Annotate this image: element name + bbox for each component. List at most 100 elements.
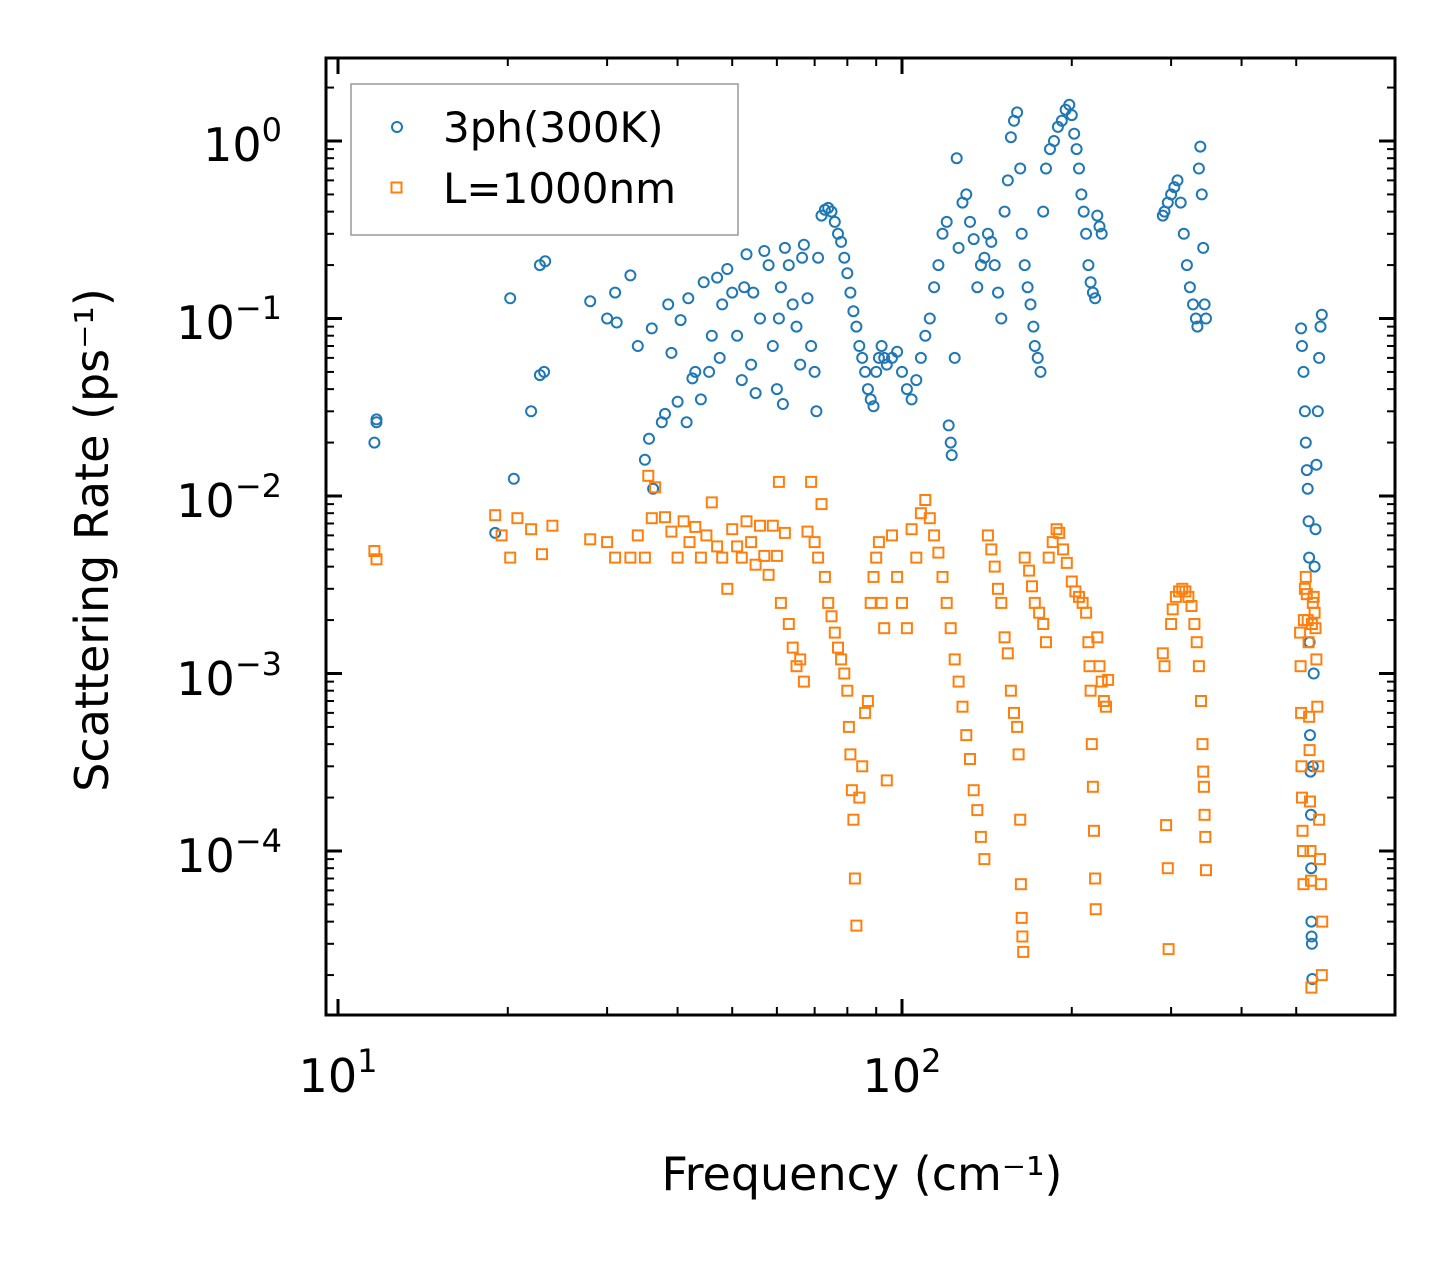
data-point bbox=[1080, 227, 1093, 240]
data-point bbox=[859, 365, 872, 378]
data-point bbox=[1305, 862, 1318, 875]
data-point bbox=[948, 653, 961, 666]
data-point bbox=[1095, 227, 1108, 240]
data-point bbox=[856, 760, 869, 773]
data-point bbox=[584, 533, 597, 546]
data-point bbox=[758, 549, 771, 562]
data-point bbox=[1156, 647, 1169, 660]
data-point bbox=[1297, 878, 1310, 891]
data-point bbox=[1088, 824, 1100, 837]
data-point bbox=[694, 393, 707, 406]
data-point bbox=[774, 596, 787, 609]
data-point bbox=[1296, 791, 1308, 804]
data-point bbox=[1192, 660, 1205, 673]
data-point bbox=[796, 251, 809, 264]
data-point bbox=[875, 596, 888, 609]
data-point bbox=[810, 405, 823, 418]
data-point bbox=[923, 512, 936, 525]
data-point bbox=[1198, 298, 1211, 311]
data-point bbox=[835, 653, 848, 666]
data-point bbox=[1305, 930, 1318, 943]
data-point bbox=[944, 622, 957, 635]
data-point bbox=[538, 365, 551, 378]
data-point bbox=[1307, 590, 1320, 603]
data-point bbox=[731, 540, 744, 553]
data-point bbox=[1301, 482, 1314, 495]
data-point bbox=[645, 322, 658, 335]
data-point bbox=[726, 523, 739, 536]
data-point bbox=[745, 536, 758, 549]
data-point bbox=[856, 351, 869, 364]
data-point bbox=[1016, 930, 1029, 943]
data-point bbox=[1314, 320, 1327, 333]
data-point bbox=[1180, 259, 1193, 272]
data-point bbox=[1302, 515, 1315, 528]
data-point bbox=[1040, 162, 1052, 175]
data-point bbox=[1024, 298, 1037, 311]
data-point bbox=[828, 215, 841, 228]
data-point bbox=[758, 245, 771, 257]
data-point bbox=[1050, 523, 1063, 536]
data-point bbox=[1200, 864, 1212, 877]
data-point bbox=[1093, 220, 1106, 233]
series-l1000nm bbox=[368, 469, 1329, 994]
data-point bbox=[1053, 526, 1066, 539]
data-point bbox=[662, 298, 675, 311]
data-point bbox=[1298, 405, 1311, 418]
data-point bbox=[910, 374, 923, 387]
data-point bbox=[772, 475, 785, 488]
data-point bbox=[680, 416, 693, 429]
data-point bbox=[794, 653, 807, 666]
data-point bbox=[1309, 622, 1322, 635]
data-point bbox=[1026, 580, 1038, 593]
data-point bbox=[1095, 675, 1108, 688]
data-point bbox=[896, 365, 908, 378]
data-point bbox=[964, 753, 976, 765]
data-point bbox=[822, 596, 835, 609]
data-point bbox=[967, 784, 980, 797]
data-point bbox=[1055, 114, 1068, 127]
data-point bbox=[489, 526, 502, 539]
data-point bbox=[1037, 618, 1050, 630]
data-point bbox=[1190, 636, 1203, 649]
data-point bbox=[896, 596, 908, 609]
data-point bbox=[998, 631, 1011, 644]
data-point bbox=[1065, 109, 1078, 122]
data-point bbox=[770, 549, 783, 562]
data-point bbox=[905, 393, 918, 406]
data-point bbox=[1082, 259, 1095, 272]
data-point bbox=[998, 205, 1011, 218]
data-point bbox=[1200, 312, 1212, 325]
data-point bbox=[1160, 819, 1173, 832]
data-point bbox=[1037, 205, 1050, 218]
data-point bbox=[992, 582, 1004, 595]
data-point bbox=[1310, 458, 1323, 471]
data-point bbox=[867, 400, 880, 413]
data-point bbox=[1314, 878, 1327, 891]
data-point bbox=[1195, 695, 1207, 707]
data-point bbox=[1008, 706, 1020, 719]
data-point bbox=[762, 259, 775, 272]
data-point bbox=[507, 472, 520, 485]
data-point bbox=[985, 235, 998, 248]
data-point bbox=[1199, 830, 1212, 843]
data-point bbox=[825, 610, 838, 623]
data-point bbox=[967, 233, 980, 246]
data-point bbox=[1085, 738, 1098, 751]
data-point bbox=[1315, 308, 1328, 321]
data-point bbox=[1194, 140, 1207, 153]
data-point bbox=[1060, 556, 1073, 569]
y-tick-label: 10−1 bbox=[176, 289, 282, 350]
data-point bbox=[841, 267, 854, 280]
data-point bbox=[812, 551, 825, 564]
data-point bbox=[878, 351, 891, 364]
data-point bbox=[872, 351, 885, 364]
data-point bbox=[847, 305, 860, 318]
data-point bbox=[923, 312, 936, 325]
major-ticks bbox=[326, 58, 1395, 1015]
data-point bbox=[995, 312, 1008, 325]
data-point bbox=[649, 481, 662, 494]
data-point bbox=[932, 259, 945, 272]
data-point bbox=[1017, 945, 1030, 958]
data-point bbox=[940, 596, 953, 609]
